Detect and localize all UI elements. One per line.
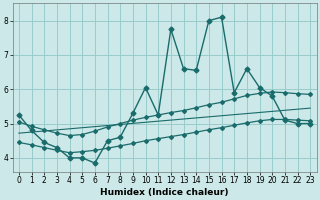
X-axis label: Humidex (Indice chaleur): Humidex (Indice chaleur) xyxy=(100,188,229,197)
